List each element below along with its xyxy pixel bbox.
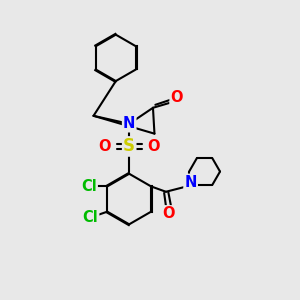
Text: N: N [184,175,197,190]
Text: N: N [123,116,135,131]
Text: O: O [163,206,175,221]
Text: Cl: Cl [81,179,97,194]
Text: O: O [99,139,111,154]
Text: O: O [170,90,183,105]
Text: Cl: Cl [82,210,98,225]
Text: S: S [123,137,135,155]
Text: O: O [147,139,160,154]
